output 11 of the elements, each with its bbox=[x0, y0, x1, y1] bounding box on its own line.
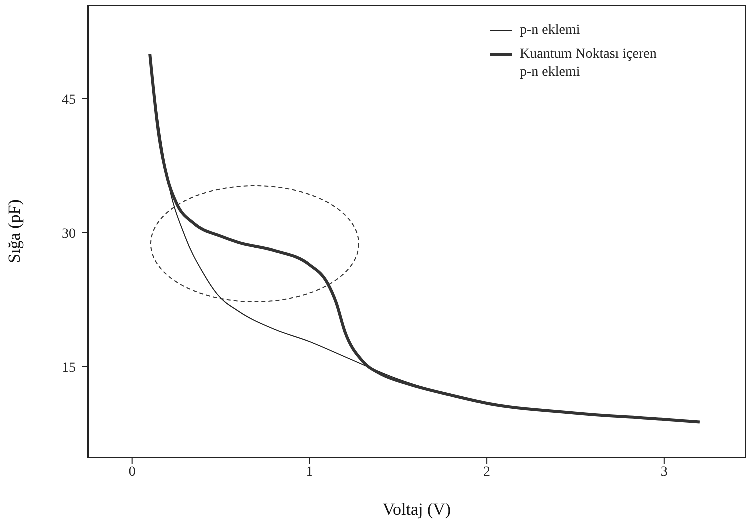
y-tick-label: 15 bbox=[62, 360, 76, 376]
y-tick-label: 45 bbox=[62, 92, 76, 108]
x-axis-title: Voltaj (V) bbox=[382, 500, 452, 519]
x-tick-label: 0 bbox=[128, 464, 136, 480]
legend-label: Kuantum Noktası içeren p-n eklemi bbox=[520, 46, 658, 82]
x-tick-label: 3 bbox=[660, 464, 668, 480]
legend-label: p-n eklemi bbox=[520, 22, 582, 40]
x-tick-label: 1 bbox=[306, 464, 314, 480]
x-tick-label: 2 bbox=[484, 464, 491, 480]
y-tick-label: 30 bbox=[62, 226, 76, 242]
y-axis-title: Sığa (pF) bbox=[5, 200, 24, 264]
